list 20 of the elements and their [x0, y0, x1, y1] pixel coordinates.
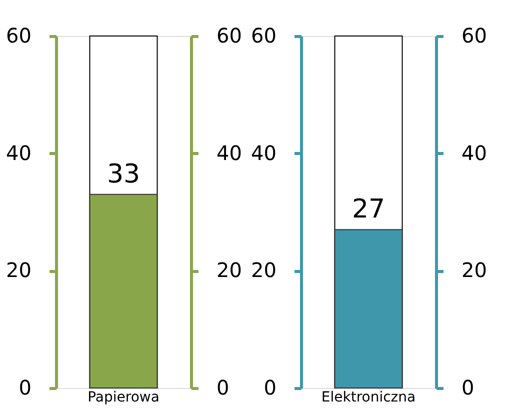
y-tick-label: 0 [264, 376, 276, 400]
y-tick-label: 40 [251, 140, 276, 165]
x-tick-label: Elektroniczna [321, 390, 416, 406]
y2-tick-label: 40 [216, 140, 242, 165]
y-tick-label: 0 [18, 376, 32, 400]
y-tick-label: 40 [6, 140, 32, 165]
x-tick-label: Papierowa [88, 390, 160, 406]
data-label: 33 [106, 159, 140, 190]
data-label: 27 [352, 194, 386, 225]
y-tick-label: 20 [6, 258, 32, 282]
y2-tick-label: 0 [216, 376, 230, 400]
y-tick-label: 60 [251, 24, 276, 48]
y-tick-label: 20 [251, 258, 276, 282]
y2-tick-label: 20 [462, 258, 487, 282]
y2-tick-label: 20 [216, 258, 242, 282]
y-tick-label: 60 [6, 24, 32, 48]
y2-tick-label: 60 [216, 24, 242, 48]
y2-tick-label: 60 [462, 24, 487, 48]
y2-tick-label: 40 [462, 140, 487, 165]
y2-tick-label: 0 [462, 376, 474, 400]
